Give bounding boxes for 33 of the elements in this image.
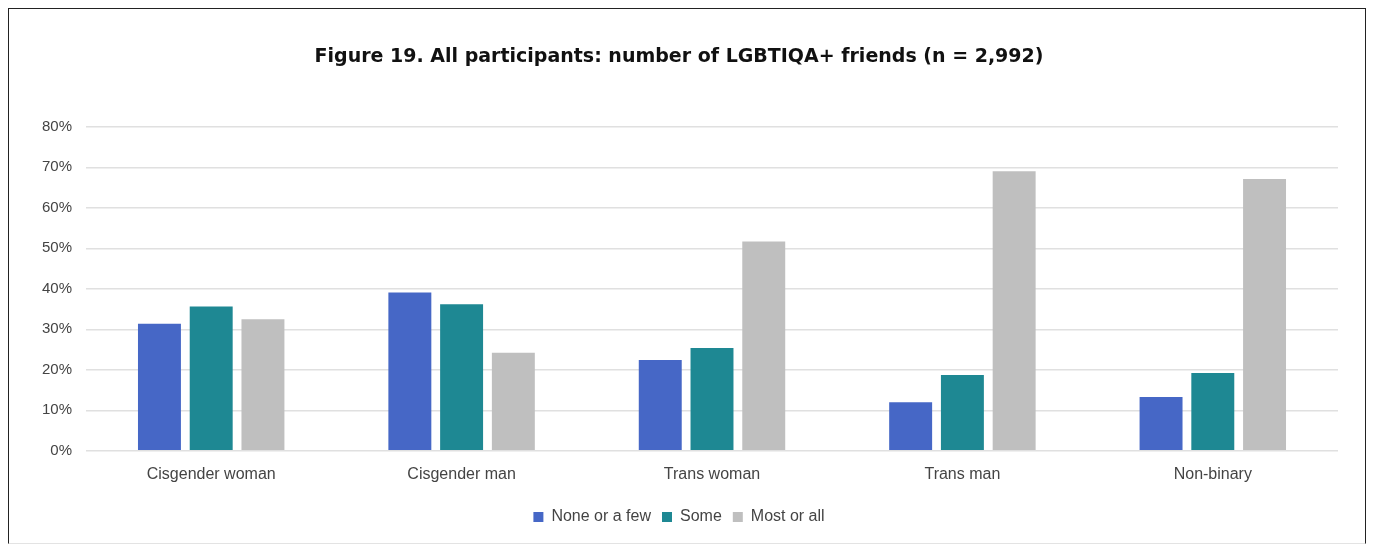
chart-title: Figure 19. All participants: number of LGBTIQA+ friends (n = 2,992) [314,44,1044,67]
bar [491,352,535,451]
bar [189,306,233,451]
y-tick-label: 70% [41,157,72,175]
bar [742,241,786,451]
y-tick-label: 30% [41,319,72,337]
legend-label: Some [680,507,722,525]
y-tick-label: 10% [41,400,72,418]
y-tick-label: 50% [41,238,72,256]
bar [638,360,682,451]
x-tick-label: Cisgender man [407,464,516,482]
bar [940,375,984,451]
y-tick-label: 60% [41,197,72,215]
y-tick-label: 40% [41,278,72,296]
y-tick-label: 0% [50,440,72,458]
x-tick-label: Non-binary [1173,464,1252,482]
x-tick-label: Trans man [924,464,1001,482]
bar [992,171,1036,451]
bar [690,347,734,451]
x-tick-label: Trans woman [663,464,761,482]
legend-label: Most or all [750,507,825,525]
bar [1191,373,1235,451]
bar [889,402,933,451]
bar [1139,396,1183,451]
bar [440,304,484,451]
bar [137,323,181,451]
y-tick-label: 20% [41,359,72,377]
y-tick-label: 80% [41,116,72,134]
bar [388,292,432,451]
bar [241,319,285,451]
bar [1243,179,1287,451]
legend-label: None or a few [551,507,652,525]
x-tick-label: Cisgender woman [146,464,276,482]
